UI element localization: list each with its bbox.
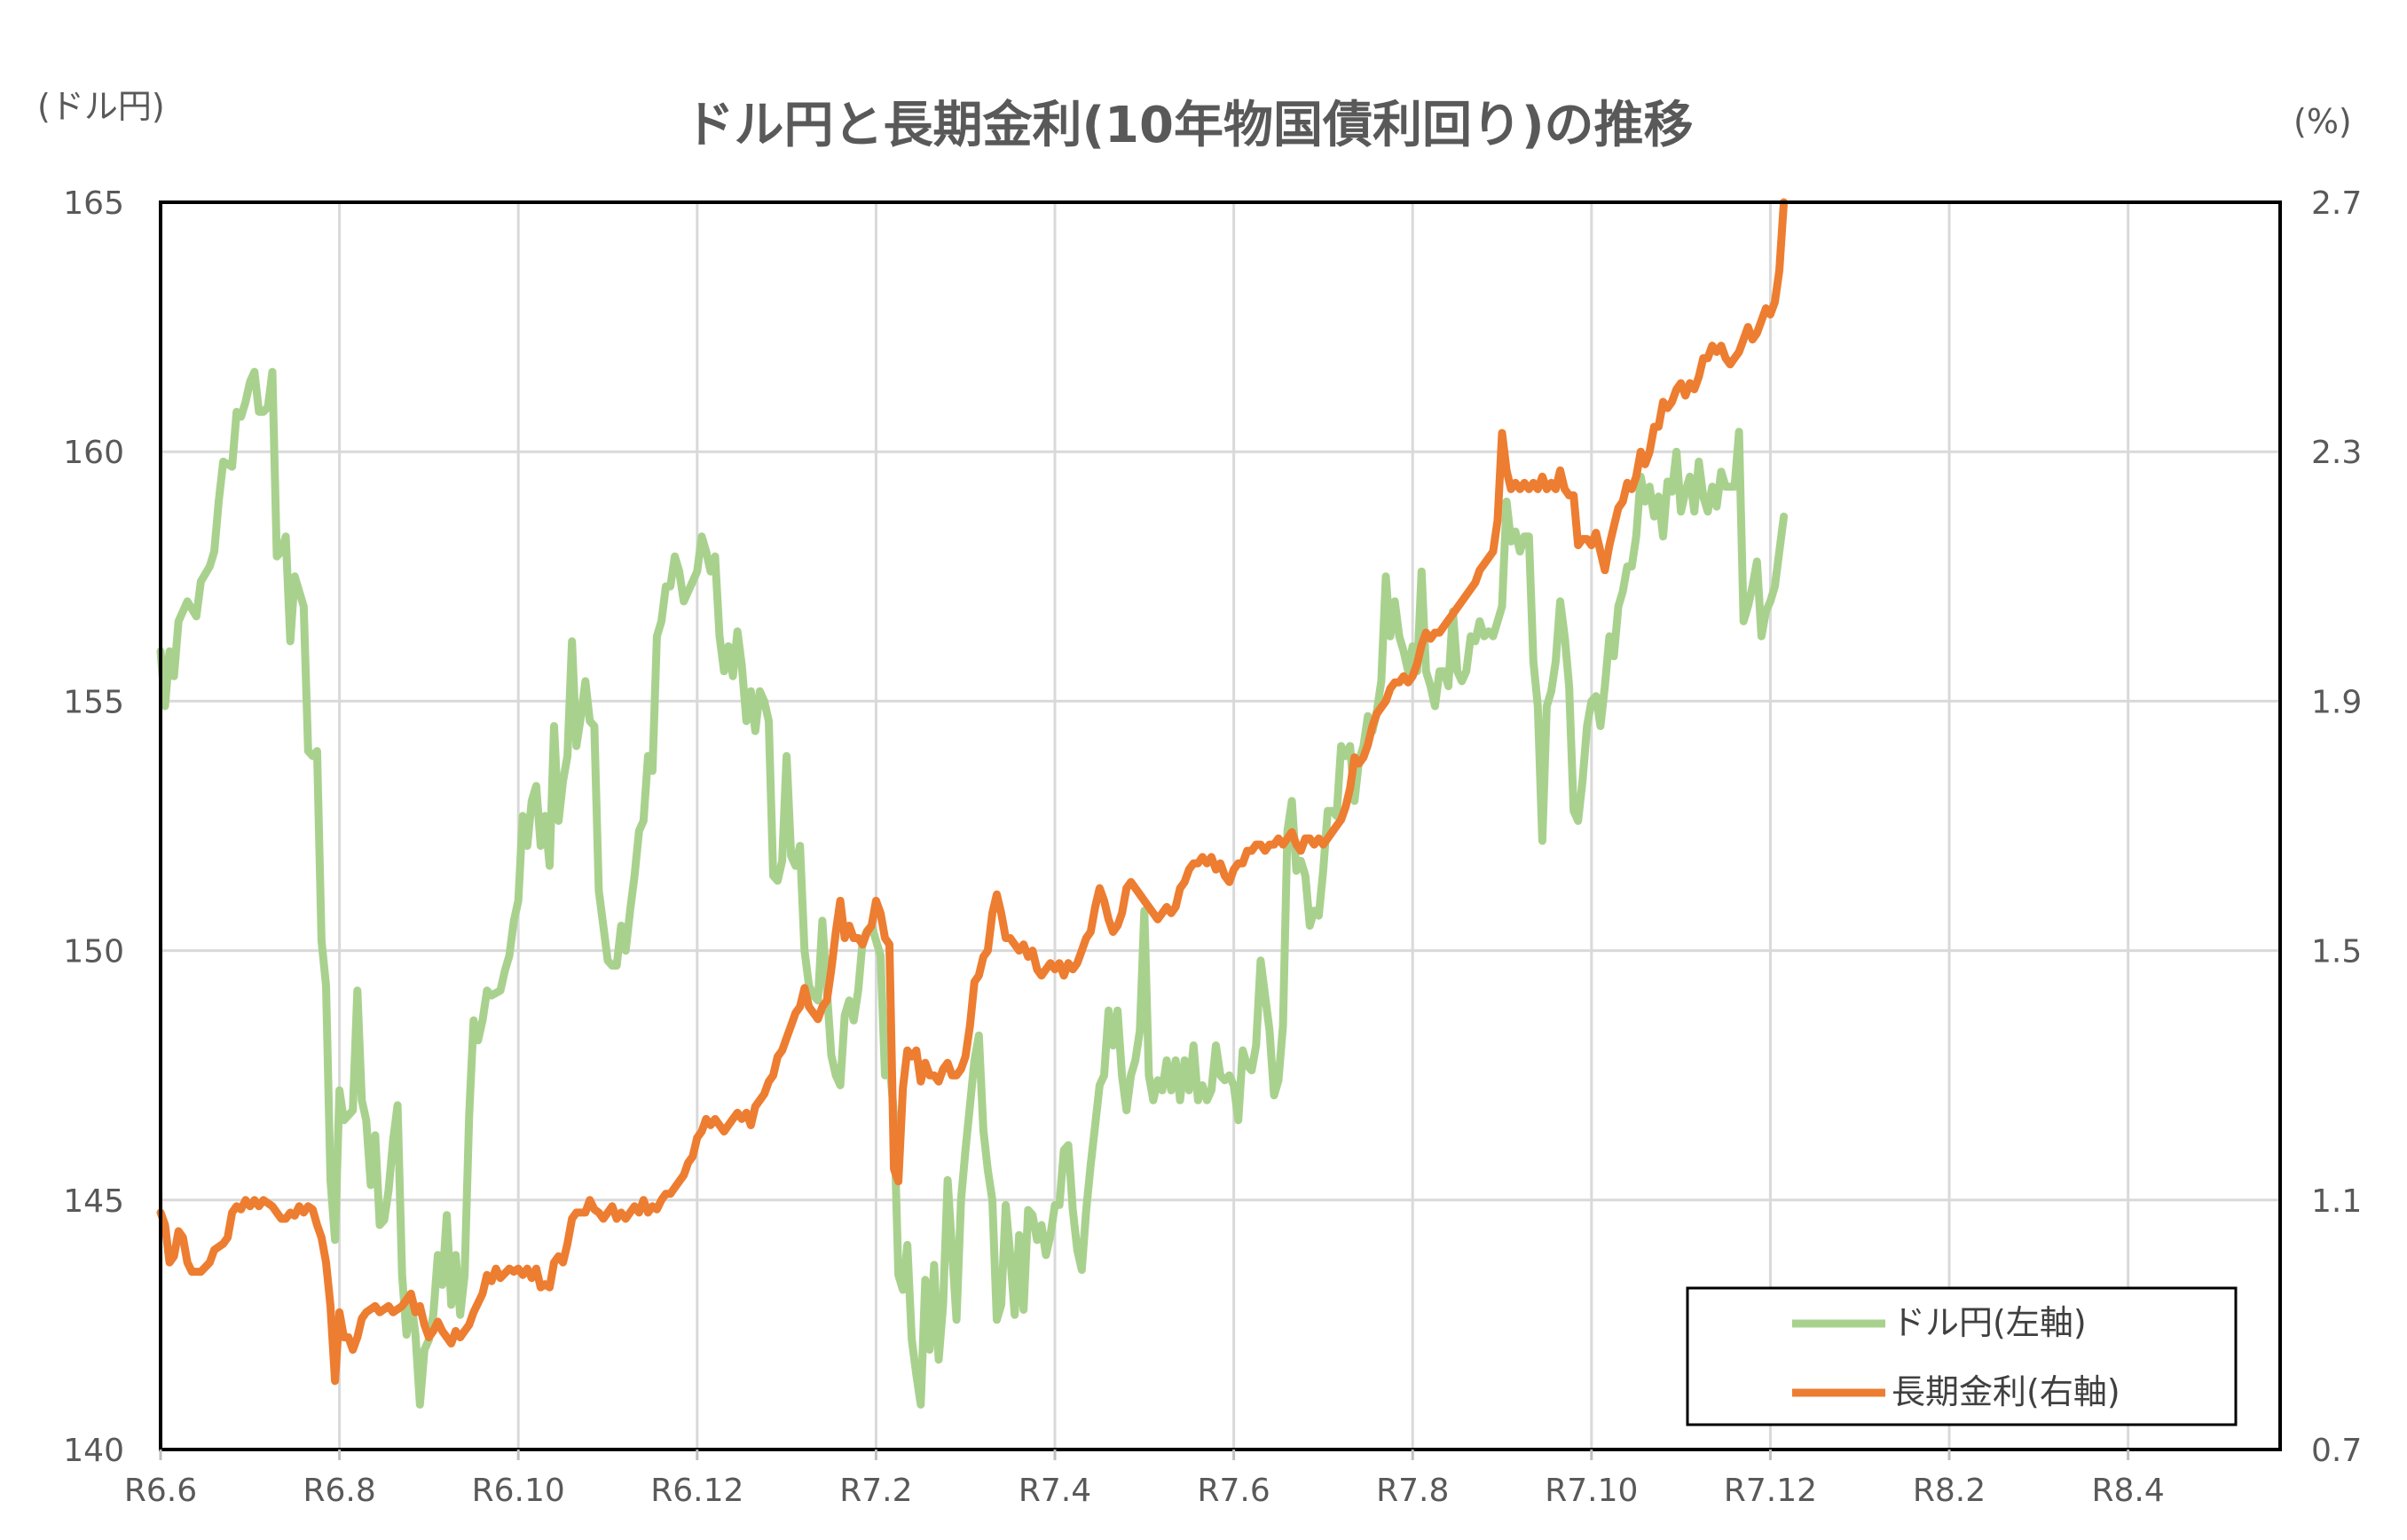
legend-label-usdjpy: ドル円(左軸) — [1892, 1303, 2087, 1342]
grid-lines — [161, 200, 2280, 1451]
left-tick-label: 155 — [63, 684, 124, 720]
x-tick-label: R7.8 — [1376, 1473, 1449, 1509]
right-tick-label: 1.5 — [2311, 934, 2362, 970]
left-tick-label: 140 — [63, 1433, 124, 1469]
legend-label-jgb-yield: 長期金利(右軸) — [1892, 1372, 2120, 1411]
right-tick-label: 2.7 — [2311, 185, 2362, 222]
jgb-yield-line — [156, 198, 1789, 1386]
chart-title: ドル円と長期金利(10年物国債利回り)の推移 — [684, 97, 1693, 154]
left-tick-label: 150 — [63, 934, 124, 970]
series-layer — [156, 198, 1789, 1409]
x-tick-label: R7.6 — [1197, 1473, 1270, 1509]
x-tick-label: R8.4 — [2092, 1473, 2165, 1509]
x-tick-label: R6.10 — [472, 1473, 565, 1509]
legend-box — [1686, 1286, 2238, 1426]
left-tick-label: 145 — [63, 1183, 124, 1220]
x-tick-label: R6.12 — [650, 1473, 743, 1509]
left-tick-label: 160 — [63, 435, 124, 471]
x-tick-label: R6.8 — [303, 1473, 375, 1509]
left-axis-unit: (ドル円) — [37, 87, 165, 126]
right-axis-unit: (%) — [2293, 102, 2352, 141]
right-tick-label: 0.7 — [2311, 1433, 2362, 1469]
x-tick-label: R7.10 — [1545, 1473, 1638, 1509]
x-tick-label: R8.2 — [1913, 1473, 1986, 1509]
plot-frame — [159, 200, 2282, 1451]
x-tick-label: R7.12 — [1724, 1473, 1817, 1509]
usdjpy-line — [156, 367, 1789, 1409]
right-tick-label: 1.1 — [2311, 1183, 2362, 1220]
x-tick-label: R6.6 — [124, 1473, 197, 1509]
left-tick-label: 165 — [63, 185, 124, 222]
x-tick-label: R7.2 — [839, 1473, 912, 1509]
axis-labels: 140 0.7 145 1.1 150 1.5 155 1.9 160 2.3 165 2.7 R6.6… — [63, 185, 2362, 1509]
right-tick-label: 2.3 — [2311, 435, 2362, 471]
legend: ドル円(左軸) 長期金利(右軸) — [1686, 1286, 2238, 1426]
right-tick-label: 1.9 — [2311, 684, 2362, 720]
x-tick-label: R7.4 — [1019, 1473, 1091, 1509]
